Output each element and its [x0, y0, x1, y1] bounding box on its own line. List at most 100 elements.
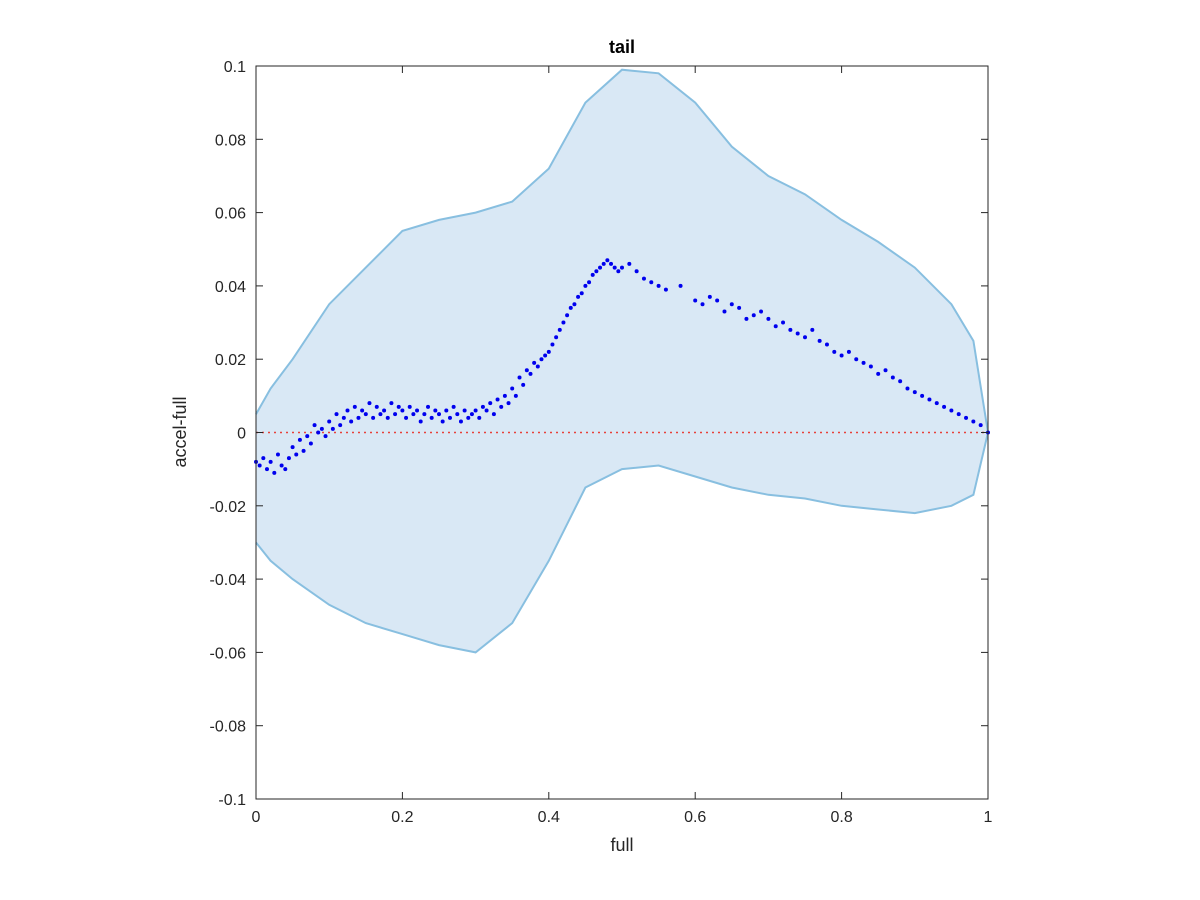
- data-point: [824, 342, 829, 347]
- y-tick-label: 0.1: [224, 59, 246, 76]
- data-point: [634, 269, 639, 274]
- data-point: [491, 412, 496, 417]
- data-point: [389, 401, 394, 406]
- data-point: [268, 459, 273, 464]
- data-point: [620, 265, 624, 270]
- data-point: [407, 404, 412, 409]
- data-point: [737, 305, 742, 310]
- data-point: [693, 298, 698, 303]
- data-point: [517, 375, 522, 380]
- data-point: [810, 327, 815, 332]
- data-point: [400, 408, 405, 413]
- data-point: [290, 445, 295, 450]
- data-point: [488, 401, 493, 406]
- data-point: [956, 412, 961, 417]
- y-tick-label: 0: [237, 426, 246, 443]
- data-point: [338, 423, 343, 428]
- data-point: [415, 408, 420, 413]
- data-point: [590, 272, 595, 277]
- data-point: [444, 408, 449, 413]
- data-point: [598, 265, 603, 270]
- data-point: [330, 426, 335, 431]
- data-point: [568, 305, 573, 310]
- data-point: [795, 331, 800, 336]
- data-point: [715, 298, 720, 303]
- data-point: [550, 342, 555, 347]
- data-point: [942, 404, 947, 409]
- chart-title: tail: [609, 37, 635, 57]
- data-point: [352, 404, 357, 409]
- data-point: [817, 338, 822, 343]
- data-point: [759, 309, 764, 314]
- data-point: [920, 393, 925, 398]
- data-point: [656, 283, 661, 288]
- data-point: [766, 316, 771, 321]
- x-tick-label: 0.4: [538, 809, 560, 826]
- data-point: [411, 412, 416, 417]
- data-point: [927, 397, 932, 402]
- data-point: [876, 371, 881, 376]
- y-tick-label: -0.02: [210, 499, 247, 516]
- data-point: [565, 313, 570, 318]
- data-point: [700, 302, 705, 307]
- data-point: [554, 335, 559, 340]
- confidence-band: [256, 69, 988, 653]
- y-tick-label: 0.08: [215, 132, 246, 149]
- data-point: [839, 353, 844, 358]
- data-point: [978, 423, 983, 428]
- y-axis-ticks: -0.1 -0.08 -0.06 -0.04 -0.02 0 0.02 0.04 0.06 0.0…: [210, 59, 988, 809]
- data-point: [539, 357, 544, 362]
- data-point: [345, 408, 350, 413]
- data-point: [437, 412, 441, 417]
- data-point: [905, 386, 910, 391]
- data-point: [594, 269, 599, 274]
- data-point: [751, 313, 756, 318]
- data-point: [557, 327, 562, 332]
- data-point: [484, 408, 489, 413]
- data-point: [510, 386, 515, 391]
- data-point: [971, 419, 976, 424]
- data-point: [627, 261, 632, 266]
- data-point: [788, 327, 793, 332]
- data-point: [883, 368, 888, 373]
- data-point: [612, 265, 617, 270]
- data-point: [579, 291, 584, 296]
- data-point: [283, 467, 288, 472]
- data-point: [707, 294, 712, 299]
- data-point: [506, 401, 511, 406]
- data-point: [528, 371, 533, 376]
- data-point: [301, 448, 306, 453]
- data-point: [393, 412, 398, 417]
- data-point: [440, 419, 445, 424]
- data-point: [316, 430, 321, 435]
- data-point: [294, 452, 299, 457]
- data-point: [257, 463, 262, 468]
- data-point: [587, 280, 592, 285]
- y-tick-label: 0.02: [215, 352, 246, 369]
- data-point: [429, 415, 434, 420]
- data-point: [513, 393, 518, 398]
- data-point: [912, 390, 917, 395]
- data-point: [404, 415, 409, 420]
- y-tick-label: -0.1: [218, 792, 246, 809]
- data-point: [561, 320, 566, 325]
- data-points: [254, 258, 990, 475]
- data-point: [543, 353, 548, 358]
- data-point: [462, 408, 467, 413]
- data-point: [576, 294, 581, 299]
- data-point: [279, 463, 284, 468]
- x-tick-label: 0.8: [830, 809, 852, 826]
- band-upper-edge: [255, 68, 989, 433]
- data-point: [264, 467, 269, 472]
- data-point: [532, 360, 537, 365]
- data-point: [275, 452, 280, 457]
- data-point: [455, 412, 460, 417]
- data-point: [458, 419, 463, 424]
- data-point: [649, 280, 654, 285]
- data-point: [334, 412, 339, 417]
- x-axis-label: full: [610, 835, 633, 855]
- x-tick-label: 0.6: [684, 809, 706, 826]
- data-point: [781, 320, 786, 325]
- data-point: [964, 415, 969, 420]
